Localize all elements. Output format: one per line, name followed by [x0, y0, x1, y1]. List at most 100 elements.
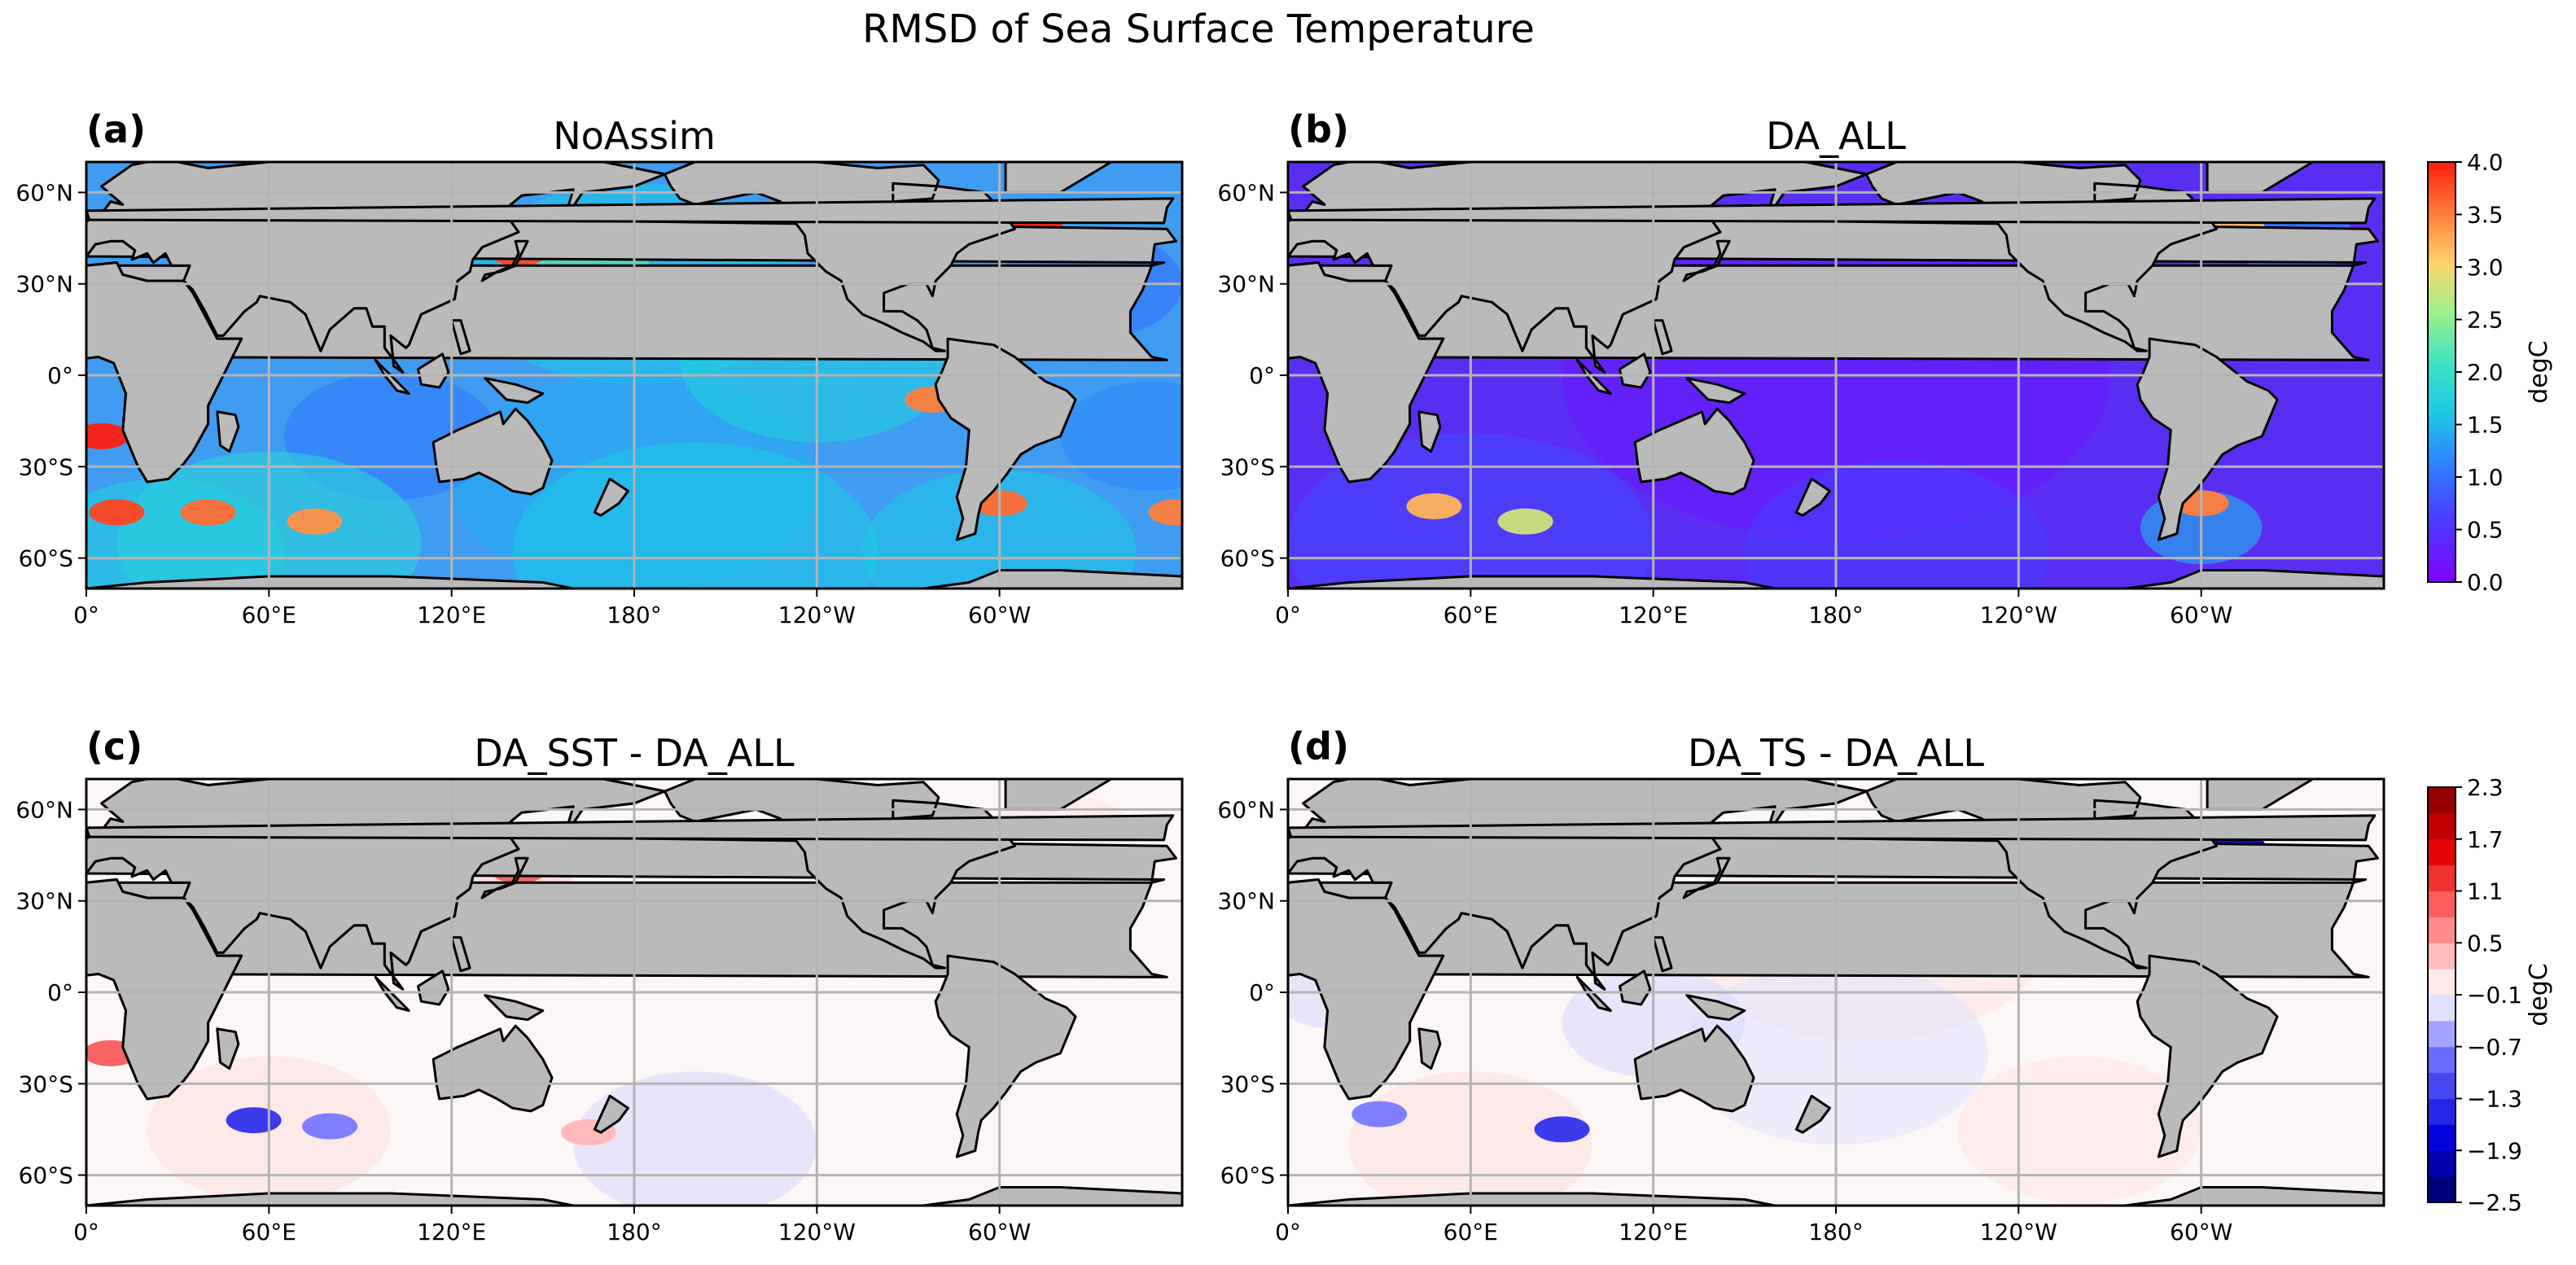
- land-polygon: [1685, 994, 1746, 1022]
- colorbar-tick-label: 1.7: [2467, 826, 2504, 853]
- land-polygon: [934, 954, 1077, 1158]
- hotspot: [226, 1107, 282, 1134]
- panel-1: (a) NoAssim 0° 60°E 120°E 180° 120°W 60°W 60°N 30…: [15, 107, 1184, 628]
- land-polygon: [374, 358, 410, 395]
- y-tick-label: 0°: [47, 979, 73, 1006]
- x-tick-label: 60°W: [2170, 1219, 2232, 1245]
- colorbar-band: [2428, 838, 2456, 866]
- y-tick-label: 60°N: [15, 796, 73, 823]
- colorbar-tick-label: 2.0: [2467, 359, 2504, 386]
- y-tick-label: 30°S: [1220, 453, 1275, 480]
- land-polygon: [593, 477, 629, 517]
- colorbar-tick-label: 4.0: [2467, 149, 2504, 176]
- land-polygon: [1794, 1094, 1831, 1134]
- land-polygon: [432, 407, 554, 496]
- y-tick-label: 30°N: [15, 888, 73, 915]
- x-tick-label: 60°E: [1444, 1219, 1498, 1245]
- land-polygon: [1682, 239, 1731, 282]
- panel-title: NoAssim: [553, 114, 716, 158]
- land-polygon: [86, 878, 243, 1101]
- land-polygon: [1417, 410, 1442, 453]
- colorbar-seismic: 2.3 1.7 1.1 0.5 −0.1 −0.7 −1.3 −1.9 −2.5 degC: [2427, 774, 2553, 1216]
- land-masses: [86, 779, 1182, 1206]
- y-tick-label: 60°S: [1220, 1162, 1275, 1189]
- colorbar-tick-label: 3.5: [2467, 202, 2504, 229]
- y-tick-label: 30°N: [1217, 271, 1275, 298]
- x-tick-label: 120°E: [417, 1219, 486, 1245]
- colorbar-label: degC: [2525, 340, 2553, 404]
- colorbar-band: [2428, 812, 2456, 840]
- y-tick-label: 30°S: [19, 1070, 73, 1097]
- colorbar-tick-label: −1.3: [2467, 1086, 2522, 1113]
- panels: (a) NoAssim 0° 60°E 120°E 180° 120°W 60°W 60°N 30…: [15, 107, 2385, 1245]
- gridlines: [1288, 162, 2384, 589]
- colorbar-tick-label: −1.9: [2467, 1137, 2522, 1164]
- hotspot: [86, 422, 129, 449]
- hotspot: [180, 499, 236, 526]
- hotspot: [1352, 1101, 1408, 1127]
- panel-label: (a): [86, 107, 146, 151]
- map-area: [86, 779, 1182, 1206]
- land-polygon: [1288, 878, 1445, 1101]
- hotspot: [1148, 499, 1182, 526]
- panel-label: (c): [86, 724, 142, 768]
- map-area: [1288, 779, 2384, 1206]
- panel-title: DA_SST - DA_ALL: [474, 731, 795, 775]
- hotspot: [287, 508, 343, 535]
- colorbar-band: [2428, 1098, 2456, 1125]
- y-tick-label: 60°S: [19, 545, 73, 572]
- x-tick-label: 120°E: [417, 602, 486, 628]
- land-polygon: [1288, 261, 1445, 484]
- land-masses: [1288, 162, 2384, 589]
- x-tick-label: 180°: [1808, 1219, 1863, 1245]
- land-polygon: [484, 377, 545, 405]
- y-tick-label: 0°: [1249, 979, 1275, 1006]
- panel-label: (d): [1288, 724, 1349, 768]
- land-polygon: [480, 239, 529, 282]
- x-tick-label: 60°W: [2170, 602, 2232, 628]
- map-area: [86, 162, 1182, 589]
- land-polygon: [1633, 1024, 1755, 1113]
- colorbar-tick-label: 0.5: [2467, 517, 2504, 544]
- colorbar-band: [2428, 1176, 2456, 1203]
- x-tick-label: 120°W: [1980, 602, 2057, 628]
- y-tick-label: 60°N: [15, 179, 73, 206]
- colorbar-tick-label: 1.1: [2467, 878, 2504, 905]
- x-tick-label: 180°: [607, 602, 661, 628]
- y-tick-label: 60°N: [1217, 796, 1275, 823]
- figure-title: RMSD of Sea Surface Temperature: [862, 7, 1535, 52]
- hotspot: [1497, 508, 1553, 535]
- x-tick-label: 120°W: [778, 602, 856, 628]
- land-polygon: [1794, 477, 1831, 517]
- x-tick-label: 0°: [73, 1219, 99, 1245]
- y-tick-label: 60°N: [1217, 179, 1275, 206]
- y-tick-label: 0°: [1249, 362, 1275, 389]
- x-tick-label: 60°E: [242, 602, 296, 628]
- land-polygon: [2136, 337, 2279, 541]
- y-tick-label: 30°N: [1217, 888, 1275, 915]
- land-masses: [1288, 779, 2384, 1206]
- x-tick-label: 0°: [1275, 1219, 1301, 1245]
- x-tick-label: 0°: [1275, 602, 1301, 628]
- map-area: [1288, 162, 2384, 589]
- land-polygon: [593, 1094, 629, 1134]
- land-masses: [86, 162, 1182, 589]
- colorbar-tick-label: −2.5: [2467, 1189, 2522, 1216]
- land-polygon: [417, 352, 450, 389]
- panel-title: DA_ALL: [1766, 114, 1906, 158]
- colorbar-rainbow: 0.0 0.5 1.0 1.5 2.0 2.5 3.0 3.5 4.0 degC: [2427, 149, 2553, 596]
- x-tick-label: 180°: [1808, 602, 1863, 628]
- gridlines: [86, 162, 1182, 589]
- y-tick-label: 60°S: [19, 1162, 73, 1189]
- colorbar-band: [2428, 1124, 2456, 1151]
- x-tick-label: 120°W: [778, 1219, 856, 1245]
- land-polygon: [86, 569, 1182, 589]
- land-polygon: [1619, 352, 1652, 389]
- land-polygon: [1652, 319, 1673, 356]
- colorbar-tick-label: 1.5: [2467, 412, 2504, 439]
- colorbar-band: [2428, 943, 2456, 970]
- land-polygon: [432, 1024, 554, 1113]
- land-polygon: [417, 970, 450, 1006]
- y-tick-label: 30°N: [15, 271, 73, 298]
- colorbar-tick-label: 0.5: [2467, 930, 2504, 956]
